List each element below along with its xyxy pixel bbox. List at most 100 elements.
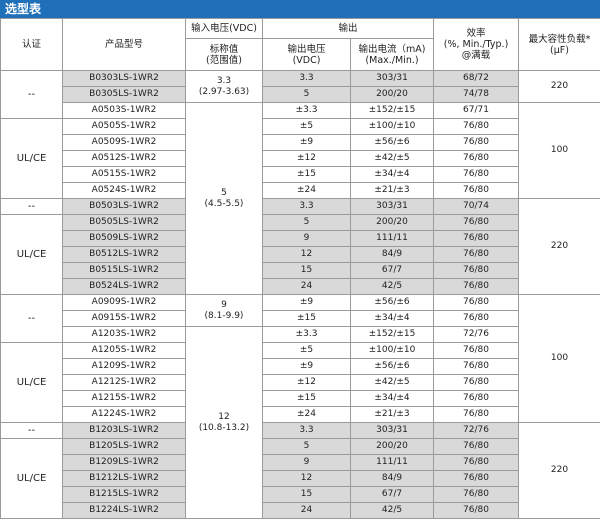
output-current: 84/9 <box>381 473 403 483</box>
efficiency: 74/78 <box>463 89 489 99</box>
efficiency-cell: 76/80 <box>433 246 520 263</box>
output-voltage: 5 <box>303 217 310 227</box>
output-voltage-cell: 12 <box>262 470 351 487</box>
model-cell: A1212S-1WR2 <box>62 374 186 391</box>
input-voltage-cell: 5 (4.5-5.5) <box>185 102 263 295</box>
output-current: 111/11 <box>376 457 408 467</box>
output-current-cell: 111/11 <box>349 454 435 471</box>
output-voltage: ±15 <box>297 313 316 323</box>
capacitive-load: 100 <box>550 353 569 363</box>
input-nominal: 9 <box>221 299 227 310</box>
model-cell: B1203LS-1WR2 <box>62 422 186 439</box>
header-text: (μF) <box>550 44 569 56</box>
output-current: 303/31 <box>376 201 408 211</box>
efficiency-cell: 76/80 <box>433 406 520 423</box>
efficiency: 76/80 <box>463 441 489 451</box>
efficiency: 76/80 <box>463 249 489 259</box>
output-voltage: 12 <box>300 473 313 483</box>
input-voltage-cell: 3.3 (2.97-3.63) <box>185 70 263 103</box>
output-voltage: 9 <box>303 233 310 243</box>
output-voltage: ±9 <box>299 361 314 371</box>
output-voltage: 3.3 <box>299 73 314 83</box>
output-voltage-cell: ±9 <box>262 294 351 311</box>
output-voltage: ±5 <box>299 121 314 131</box>
efficiency-cell: 76/80 <box>433 438 520 455</box>
table-row: B1224LS-1WR2 24 42/5 76/80 <box>1 502 600 519</box>
model: B0505LS-1WR2 <box>89 217 159 227</box>
model-cell: B0503LS-1WR2 <box>62 198 186 215</box>
output-current: 303/31 <box>376 73 408 83</box>
output-voltage-cell: ±3.3 <box>262 102 351 119</box>
output-voltage: 15 <box>300 489 313 499</box>
efficiency-cell: 72/76 <box>433 326 520 343</box>
output-voltage: ±15 <box>297 393 316 403</box>
model: A1224S-1WR2 <box>91 409 157 419</box>
model: A0509S-1WR2 <box>91 137 157 147</box>
header-cell: 输出 <box>261 18 435 39</box>
header-text: 认证 <box>21 39 41 50</box>
output-current-cell: 42/5 <box>349 278 435 295</box>
table-row: A1224S-1WR2 ±24 ±21/±3 76/80 <box>1 406 600 423</box>
capacitive-load-cell: 100 <box>518 294 600 423</box>
output-voltage-cell: 9 <box>262 454 351 471</box>
efficiency: 76/80 <box>463 393 489 403</box>
output-voltage-cell: ±12 <box>262 374 351 391</box>
model: B0303LS-1WR2 <box>89 73 159 83</box>
output-voltage-cell: ±5 <box>262 342 351 359</box>
output-current-cell: ±42/±5 <box>349 150 435 167</box>
model-cell: B0305LS-1WR2 <box>62 86 186 103</box>
header-cell: 产品型号 <box>62 18 186 71</box>
output-current-cell: ±100/±10 <box>349 118 435 135</box>
output-voltage-cell: 12 <box>262 246 351 263</box>
output-current: 67/7 <box>381 489 403 499</box>
model: A0909S-1WR2 <box>91 297 157 307</box>
efficiency: 76/80 <box>463 169 489 179</box>
model: B1203LS-1WR2 <box>89 425 159 435</box>
table-row: -- A0909S-1WR2 9 (8.1-9.9) ±9 ±56/±6 76/80 100 <box>0 294 600 423</box>
table-row: B1215LS-1WR2 15 67/7 76/80 <box>1 486 600 503</box>
output-voltage-cell: 15 <box>262 486 351 503</box>
model: B0503LS-1WR2 <box>89 201 159 211</box>
output-voltage-cell: 15 <box>262 262 351 279</box>
header-cell: 标称值 (范围值) <box>185 38 263 71</box>
output-voltage: 24 <box>300 281 313 291</box>
efficiency: 76/80 <box>463 361 489 371</box>
efficiency: 76/80 <box>463 185 489 195</box>
table-row: B1212LS-1WR2 12 84/9 76/80 <box>1 470 600 487</box>
output-current: 84/9 <box>381 249 403 259</box>
table-row: UL/CE A1205S-1WR2 ±5 ±100/±10 76/80 <box>0 342 600 423</box>
efficiency-cell: 76/80 <box>433 150 520 167</box>
table-row: A0524S-1WR2 ±24 ±21/±3 76/80 <box>1 182 600 199</box>
capacitive-load-cell: 100 <box>518 102 600 199</box>
efficiency: 76/80 <box>463 457 489 467</box>
model-cell: A0524S-1WR2 <box>62 182 186 199</box>
output-current: 200/20 <box>376 441 408 451</box>
certification-cell: -- <box>0 198 63 215</box>
model: B0305LS-1WR2 <box>89 89 159 99</box>
efficiency-cell: 67/71 <box>433 102 520 119</box>
output-current-cell: 111/11 <box>349 230 435 247</box>
input-range: (10.8-13.2) <box>198 422 250 433</box>
efficiency: 76/80 <box>463 489 489 499</box>
capacitive-load-cell: 220 <box>518 198 600 295</box>
output-voltage-cell: 3.3 <box>262 422 351 439</box>
header-text: 产品型号 <box>104 39 143 50</box>
efficiency-cell: 76/80 <box>433 230 520 247</box>
output-current: 42/5 <box>381 505 403 515</box>
model-cell: B1215LS-1WR2 <box>62 486 186 503</box>
output-voltage-cell: ±15 <box>262 390 351 407</box>
efficiency: 76/80 <box>463 409 489 419</box>
table-row: A0509S-1WR2 ±9 ±56/±6 76/80 <box>1 134 600 151</box>
output-current: ±34/±4 <box>374 393 410 403</box>
capacitive-load: 220 <box>550 465 569 475</box>
output-voltage: ±5 <box>299 345 314 355</box>
output-current: 111/11 <box>376 233 408 243</box>
output-voltage: ±9 <box>299 297 314 307</box>
efficiency-cell: 76/80 <box>433 502 520 519</box>
efficiency: 67/71 <box>463 105 489 115</box>
efficiency-cell: 72/76 <box>433 422 520 439</box>
model: A0915S-1WR2 <box>91 313 157 323</box>
output-voltage: ±15 <box>297 169 316 179</box>
table-row: A0503S-1WR2 5 (4.5-5.5) ±3.3 ±152/±15 67/71 10… <box>1 102 600 295</box>
selection-table: 认证 产品型号 输入电压(VDC) 输出 效率 (%, Min./Typ.) @满载… <box>0 18 600 519</box>
